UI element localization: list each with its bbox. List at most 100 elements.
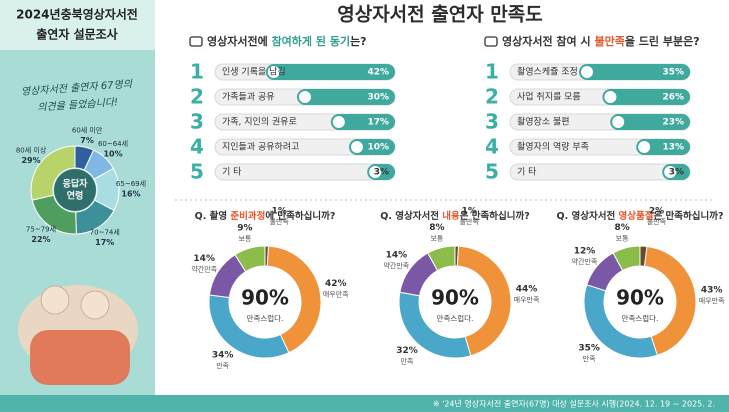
donut-center-value: 90%	[241, 286, 289, 310]
donut-center-value: 90%	[431, 286, 479, 310]
donut-category: 보통	[430, 234, 443, 242]
donut-value: 8%	[429, 223, 444, 233]
donut-value: 14%	[386, 251, 408, 261]
age-center	[54, 169, 96, 211]
age-value: 17%	[95, 238, 114, 247]
donut-category: 불만족	[270, 217, 290, 226]
donut-category: 매우만족	[699, 296, 725, 305]
title-highlight: 불만족	[594, 34, 624, 48]
section-title: 영상자서전에 참여하게 된 동기는?	[207, 34, 367, 48]
age-value: 29%	[21, 156, 40, 165]
age-value: 16%	[121, 190, 140, 199]
title-text: Q. 영상자서전	[557, 210, 619, 222]
bar-knob	[663, 165, 678, 179]
age-category: 60세 미만	[72, 125, 103, 134]
section-title: 영상자서전 참여 시 불만족을 드린 부분은?	[502, 34, 700, 48]
bar-knob	[331, 115, 346, 129]
age-center-label: 응답자	[63, 178, 89, 190]
donut-category: 약간만족	[191, 264, 217, 273]
bar-label: 지인들과 공유하려고	[222, 142, 299, 153]
donut-value: 44%	[516, 285, 538, 295]
title-text: 에 만족하십니까?	[265, 210, 335, 222]
bar-knob	[611, 115, 626, 129]
age-segment	[30, 145, 76, 201]
donut-category: 약간만족	[572, 257, 598, 266]
title-text: Q. 촬영	[195, 210, 231, 222]
donut-category: 만족	[401, 357, 414, 366]
person-head	[80, 290, 110, 320]
donut-value: 34%	[212, 351, 234, 361]
title-text: 는?	[350, 35, 367, 48]
donut-value: 32%	[396, 346, 418, 356]
donut-category: 불만족	[647, 217, 667, 226]
bar-label: 촬영자의 역량 부족	[517, 141, 589, 153]
rank-number: 5	[190, 160, 204, 184]
bar-knob	[298, 90, 312, 104]
donut-category: 만족	[583, 354, 596, 363]
camera-icon	[484, 36, 498, 47]
title-highlight: 참여하게 된 동기	[272, 34, 351, 48]
rank-number: 4	[190, 135, 204, 159]
camera-icon	[189, 36, 203, 47]
title-text: 은 만족하십니까?	[460, 210, 530, 222]
rank-number: 5	[485, 160, 499, 184]
title-highlight: 영상품질	[619, 210, 654, 222]
age-category: 75~79세	[26, 224, 56, 233]
age-category: 60~64세	[98, 139, 128, 148]
donut-segment	[427, 245, 456, 272]
age-category: 65~69세	[116, 179, 146, 188]
bar-knob	[266, 65, 281, 79]
bar-label: 촬영스케쥴 조정	[517, 67, 578, 78]
donut-value: 12%	[574, 247, 596, 257]
left-title: 출연자 설문조사	[36, 27, 117, 42]
age-center-label: 연령	[67, 190, 84, 202]
bar-value: 30%	[367, 93, 389, 103]
main-title: 영상자서전 출연자 만족도	[337, 4, 543, 26]
title-highlight: 내용	[442, 210, 460, 222]
donut-value: 1%	[272, 207, 287, 217]
title-text: 영상자서전 참여 시	[502, 34, 594, 48]
bar-value: 10%	[367, 143, 389, 153]
bar-knob	[350, 140, 364, 154]
donut-value: 1%	[462, 207, 477, 217]
bar-label: 기 타	[222, 167, 242, 178]
donut-category: 보통	[238, 235, 251, 243]
donut-center-value: 90%	[616, 286, 664, 310]
bar-knob	[603, 90, 618, 104]
donut-value: 8%	[614, 223, 629, 233]
person-head	[40, 285, 70, 315]
section-title: Q. 영상자서전 내용은 만족하십니까?	[380, 210, 529, 222]
rank-number: 1	[485, 60, 499, 84]
bar	[330, 114, 395, 130]
rank-number: 1	[190, 60, 204, 84]
bar-value: 3%	[374, 168, 389, 178]
bar	[579, 64, 690, 80]
donut-center-caption: 만족스럽다.	[247, 314, 284, 323]
donut-segment	[612, 245, 641, 272]
age-value: 22%	[31, 235, 50, 244]
donut-segment	[456, 245, 512, 357]
rank-number: 2	[485, 85, 499, 109]
bar	[297, 89, 395, 105]
bar-label: 가족들과 공유	[222, 92, 275, 103]
age-category: 70~74세	[90, 227, 120, 236]
section-title: Q. 촬영 준비과정에 만족하십니까?	[195, 210, 336, 222]
bar-label: 기 타	[517, 167, 537, 178]
bar-value: 13%	[662, 143, 684, 153]
bar	[602, 89, 690, 105]
person-body	[30, 330, 130, 385]
title-text: 을 드린 부분은?	[625, 34, 700, 48]
donut-value: 42%	[325, 279, 347, 289]
section-title: Q. 영상자서전 영상품질은 만족하십니까?	[557, 210, 724, 222]
rank-number: 2	[190, 85, 204, 109]
age-category: 80세 이상	[16, 145, 47, 154]
age-value: 7%	[80, 136, 94, 145]
donut-category: 매우만족	[514, 295, 540, 304]
donut-category: 만족	[216, 361, 229, 370]
donut-center-caption: 만족스럽다.	[437, 314, 474, 323]
donut-category: 보통	[616, 234, 629, 242]
left-note: 의견을 들었습니다!	[37, 96, 118, 114]
bar-label: 사업 취지를 모름	[517, 92, 581, 103]
